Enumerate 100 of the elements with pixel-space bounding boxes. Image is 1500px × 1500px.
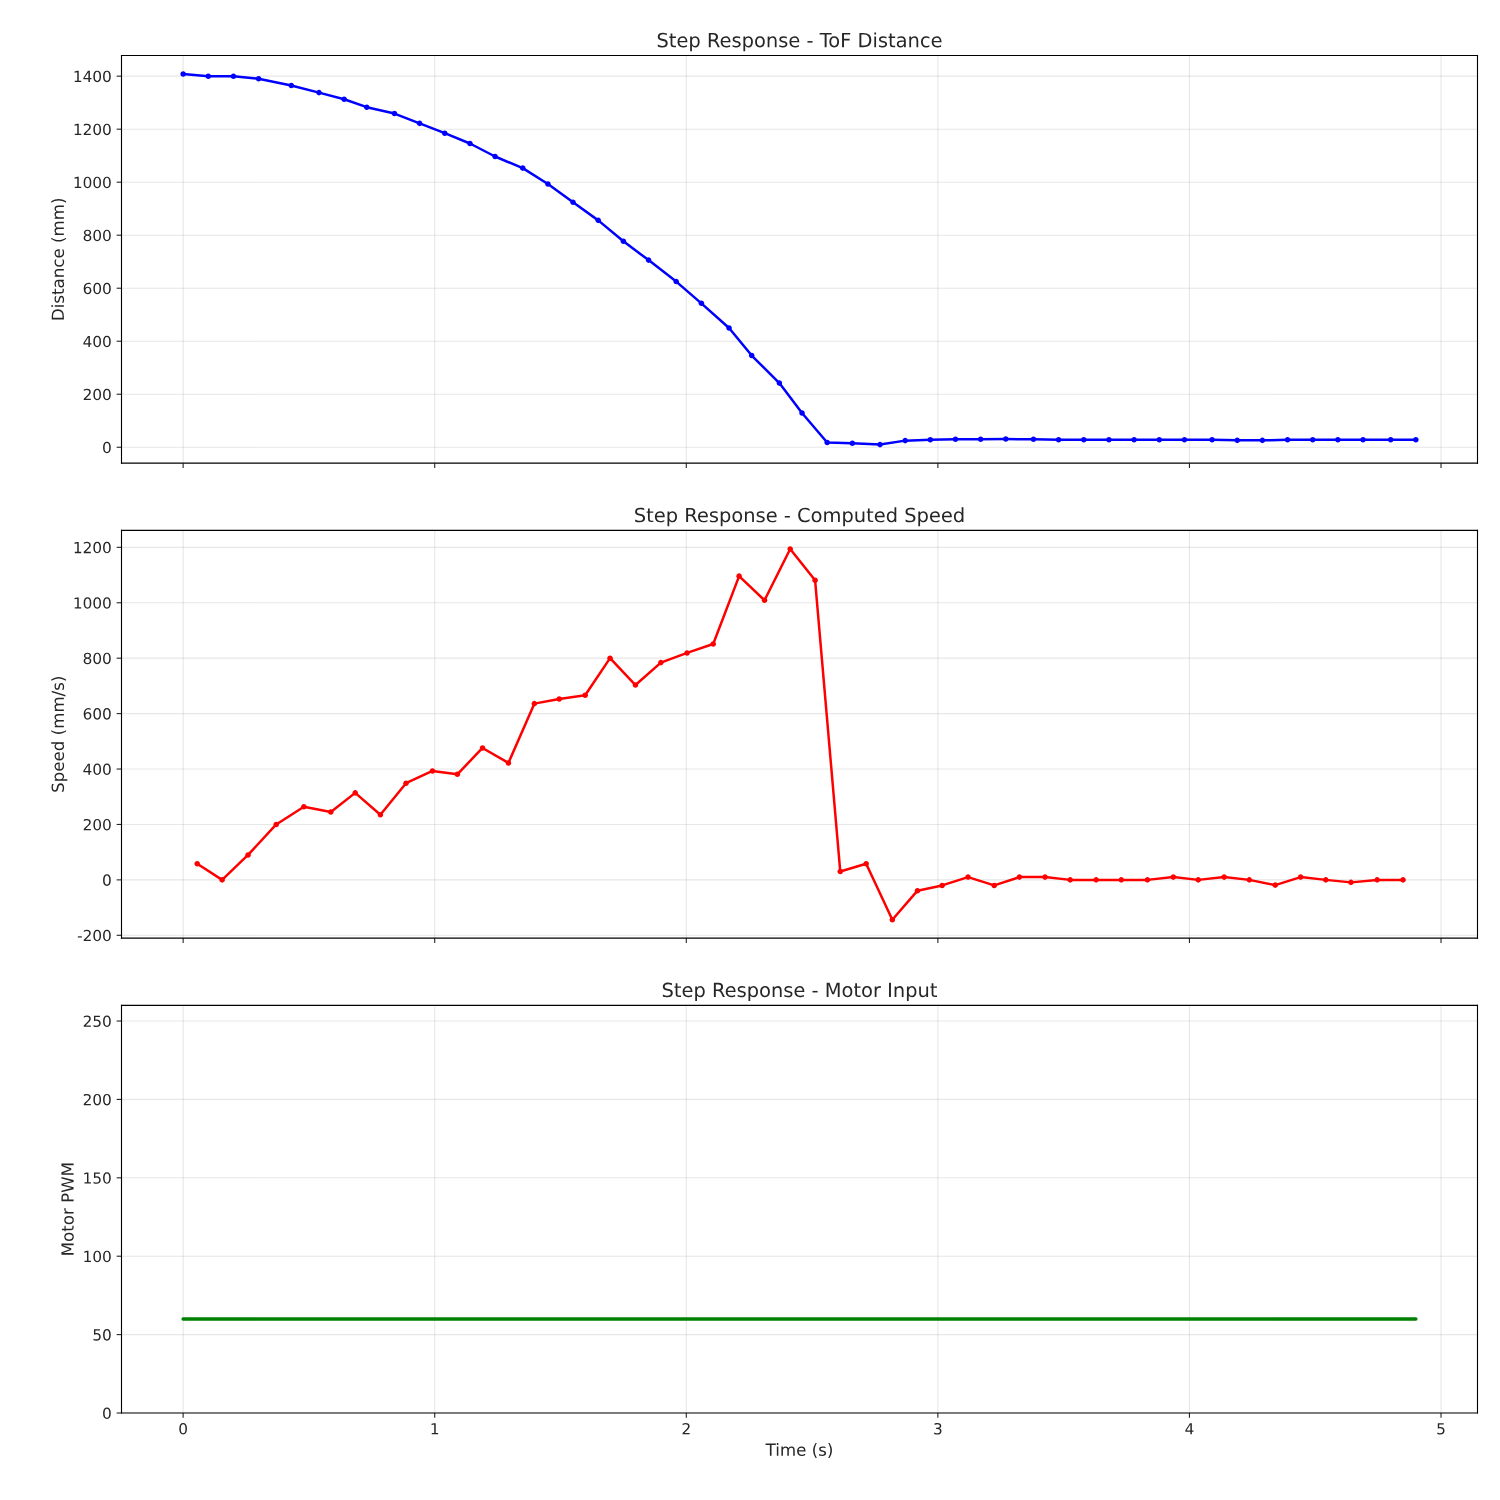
point — [570, 199, 576, 206]
point — [1156, 437, 1163, 443]
point — [1144, 877, 1151, 883]
point — [1297, 874, 1304, 880]
point — [1221, 874, 1227, 880]
point — [607, 655, 613, 661]
point — [620, 238, 627, 245]
point — [1181, 437, 1188, 443]
point — [799, 410, 805, 416]
point — [429, 768, 436, 774]
x-tick-label: 5 — [1437, 1423, 1445, 1435]
y-tick-label: 200 — [83, 1093, 111, 1106]
point — [710, 641, 716, 647]
point — [787, 546, 793, 552]
point — [1195, 877, 1202, 883]
x-tick-label: 3 — [934, 1422, 942, 1435]
point — [467, 140, 473, 147]
point — [977, 436, 984, 443]
point — [1030, 436, 1037, 443]
point — [180, 71, 186, 77]
y-tick-label: 1400 — [74, 70, 111, 83]
point — [194, 861, 200, 867]
y-tick-label: 200 — [83, 388, 111, 401]
point — [1348, 879, 1354, 886]
x-tick-label: 0 — [179, 1422, 187, 1435]
x-tick-label: 2 — [682, 1422, 690, 1435]
point — [698, 300, 705, 307]
y-tick-label: -200 — [77, 929, 111, 942]
point — [1246, 877, 1253, 883]
point — [391, 110, 398, 117]
point — [1335, 437, 1341, 443]
point — [748, 352, 755, 359]
point — [364, 104, 370, 110]
y-tick-label: 250 — [83, 1015, 111, 1028]
point — [1309, 437, 1316, 443]
point — [1323, 877, 1329, 883]
point — [837, 868, 844, 875]
point — [1413, 437, 1419, 443]
y-tick-label: 600 — [83, 708, 111, 720]
point — [1067, 877, 1073, 883]
point — [1209, 437, 1215, 443]
point — [454, 771, 461, 778]
y-tick-label: 100 — [84, 1250, 111, 1263]
point — [1118, 877, 1125, 883]
point — [273, 821, 279, 828]
point — [1003, 436, 1009, 442]
point — [1055, 437, 1062, 443]
point — [632, 682, 639, 688]
y-tick-label: 1000 — [74, 176, 111, 189]
y-tick-label: 200 — [83, 818, 111, 831]
point — [316, 89, 322, 96]
point — [582, 692, 588, 699]
point — [1131, 437, 1137, 443]
point — [1042, 874, 1048, 880]
y-tick-label: 600 — [83, 282, 111, 295]
point — [205, 73, 212, 79]
point — [492, 153, 498, 160]
y-axis-title: Distance (mm) — [51, 198, 67, 320]
point — [914, 887, 921, 894]
y-tick-label: 0 — [103, 1407, 111, 1420]
point — [230, 73, 237, 79]
point — [1081, 437, 1087, 443]
point — [736, 573, 742, 579]
point — [556, 696, 563, 702]
point — [965, 874, 971, 880]
point — [288, 82, 295, 89]
y-tick-label: 400 — [83, 335, 111, 348]
chart-title: Step Response - ToF Distance — [657, 32, 942, 52]
point — [341, 96, 347, 103]
point — [545, 181, 551, 187]
point — [726, 325, 732, 331]
point — [219, 877, 225, 883]
point — [863, 861, 869, 867]
point — [1374, 877, 1380, 883]
point — [1093, 877, 1099, 883]
point — [245, 852, 251, 858]
point — [761, 597, 768, 604]
point — [927, 437, 934, 443]
point — [684, 650, 690, 656]
point — [673, 278, 680, 285]
point — [416, 120, 423, 127]
point — [991, 882, 997, 889]
point — [1284, 437, 1291, 443]
chart-title: Step Response - Computed Speed — [635, 507, 964, 527]
point — [776, 380, 783, 386]
x-axis-title: Time (s) — [765, 1443, 832, 1458]
point — [658, 659, 664, 666]
point — [328, 809, 334, 815]
point — [442, 130, 448, 136]
y-tick-label: 1200 — [74, 541, 111, 554]
point — [1400, 877, 1406, 883]
point — [877, 441, 883, 448]
point — [1234, 437, 1241, 444]
chart-title: Step Response - Motor Input — [662, 982, 937, 1002]
point — [519, 165, 526, 171]
point — [1360, 437, 1366, 443]
point — [1106, 437, 1112, 443]
x-tick-label: 1 — [431, 1423, 439, 1435]
point — [531, 700, 538, 707]
point — [255, 76, 262, 82]
